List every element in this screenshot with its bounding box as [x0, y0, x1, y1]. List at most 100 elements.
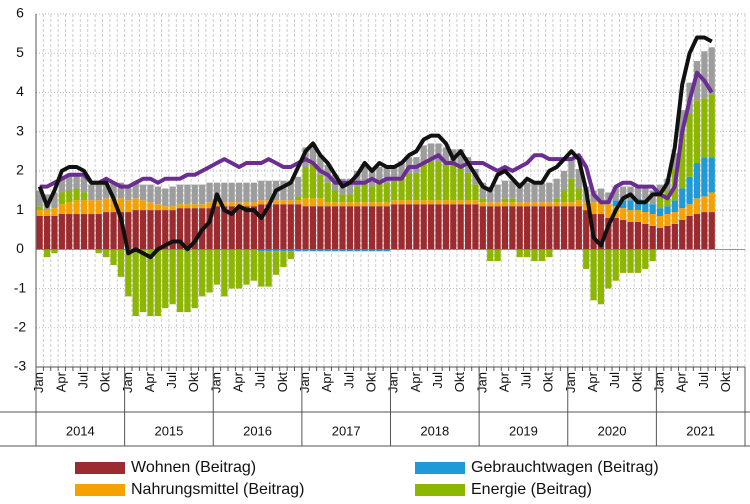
bar	[110, 198, 117, 213]
bar	[391, 180, 398, 201]
bar	[258, 249, 265, 252]
y-tick-label: 6	[16, 5, 24, 21]
x-tick-label: Jan	[31, 372, 46, 393]
bar	[147, 249, 154, 317]
bar	[117, 198, 125, 213]
bar	[95, 214, 102, 250]
bar	[612, 186, 619, 201]
bar	[524, 206, 531, 250]
bar	[656, 215, 664, 228]
y-tick-label: -3	[14, 358, 27, 374]
bar	[309, 198, 317, 207]
bar	[162, 249, 169, 309]
bar	[450, 200, 457, 205]
bar	[686, 114, 693, 177]
bar	[317, 155, 324, 175]
bar	[428, 143, 435, 162]
y-tick-label: 1	[16, 201, 24, 217]
bar	[36, 206, 43, 211]
bar	[103, 212, 110, 250]
bar	[553, 202, 560, 207]
bar	[664, 214, 671, 226]
bar	[191, 249, 198, 309]
x-tick-label: Jul	[696, 372, 711, 389]
bar	[295, 176, 302, 197]
bar	[701, 157, 708, 197]
x-tick-label: Jul	[430, 372, 445, 389]
bar	[472, 184, 479, 201]
bar	[701, 51, 708, 99]
bar	[701, 98, 708, 158]
bar	[339, 249, 346, 252]
bar	[302, 206, 309, 250]
bar	[487, 202, 494, 207]
bar	[383, 202, 390, 207]
x-tick-label: Jan	[120, 372, 135, 393]
bar	[376, 166, 383, 183]
x-tick-label: Jan	[474, 372, 489, 393]
bar	[405, 204, 413, 250]
bar	[295, 200, 302, 205]
bar	[620, 219, 627, 250]
bar	[265, 249, 272, 252]
bar	[73, 200, 80, 215]
bar	[250, 202, 257, 207]
x-tick-label: Jan	[208, 372, 223, 393]
bar	[538, 202, 546, 207]
bar	[95, 184, 102, 201]
bar	[250, 249, 257, 281]
bar	[324, 202, 331, 207]
year-label: 2018	[420, 423, 449, 438]
bar	[309, 163, 317, 199]
bar	[627, 221, 634, 250]
bar	[132, 210, 139, 250]
bar	[51, 192, 58, 209]
x-tick-label: Apr	[53, 371, 68, 392]
bar	[538, 206, 546, 250]
bar	[509, 180, 516, 199]
bar	[560, 190, 568, 203]
bar	[88, 200, 95, 215]
bar	[605, 249, 612, 289]
bar	[317, 206, 324, 250]
bar	[317, 198, 324, 207]
bar	[531, 202, 538, 207]
bar	[494, 249, 501, 262]
bar	[221, 202, 228, 207]
bar	[538, 249, 546, 262]
bar	[664, 206, 671, 215]
bar	[66, 202, 73, 215]
bar	[442, 200, 449, 205]
bar	[250, 182, 257, 203]
bar	[553, 198, 560, 203]
bar	[228, 206, 235, 250]
y-tick-label: -2	[14, 318, 27, 334]
bar	[656, 227, 664, 250]
bar	[679, 188, 686, 209]
bar	[154, 204, 161, 211]
bar	[597, 214, 605, 250]
bar	[258, 251, 265, 287]
bar	[538, 182, 546, 203]
bar	[597, 188, 605, 201]
bar	[516, 206, 523, 250]
bar	[368, 186, 376, 203]
bar	[627, 200, 634, 211]
bar	[560, 170, 568, 191]
x-tick-label: Jul	[164, 372, 179, 389]
bar	[295, 204, 302, 250]
bar	[51, 208, 58, 216]
bar	[686, 215, 693, 250]
bar	[287, 180, 294, 201]
bar	[88, 184, 95, 201]
bar	[221, 249, 228, 297]
bar	[656, 208, 664, 216]
bar	[671, 223, 678, 250]
x-tick-label: Okt	[275, 372, 290, 393]
bar	[346, 206, 353, 250]
year-label: 2021	[686, 423, 715, 438]
bar	[464, 172, 472, 201]
bar	[147, 202, 154, 211]
bar	[95, 200, 102, 215]
bar	[354, 202, 361, 207]
